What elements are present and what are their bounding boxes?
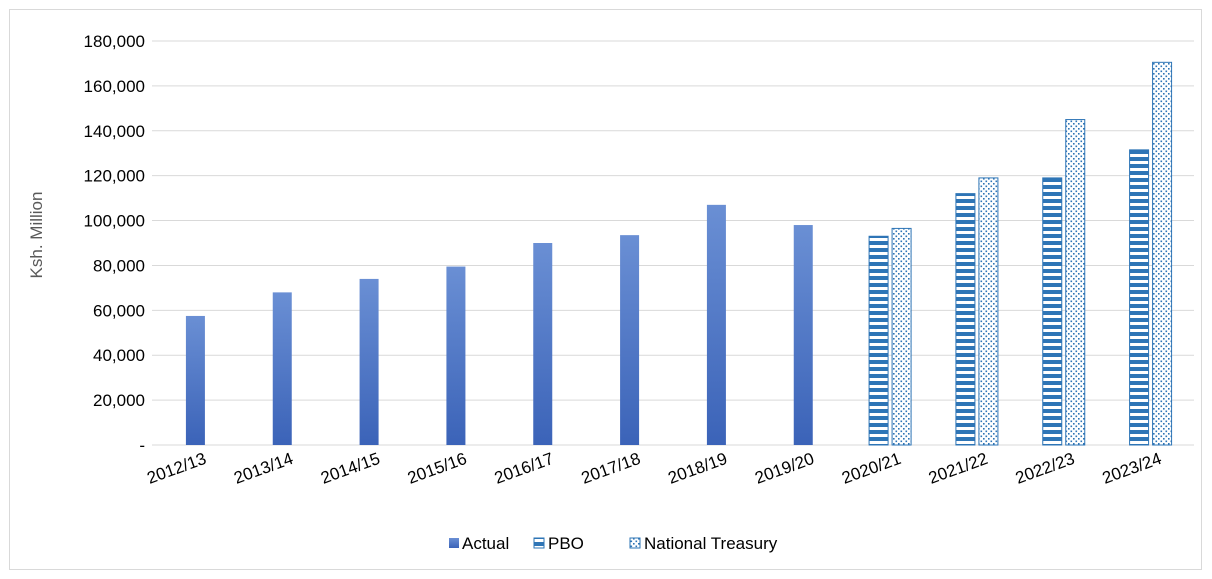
- y-tick-label: 20,000: [93, 391, 145, 410]
- bar-national-treasury: [978, 177, 999, 446]
- bar-chart: - 20,000 40,000 60,000 80,000 100,000 120,000 1…: [27, 32, 1194, 553]
- legend-swatch-national-treasury: [629, 537, 641, 549]
- bar-actual: [185, 315, 205, 445]
- x-tick-label: 2017/18: [579, 449, 643, 488]
- legend-label: National Treasury: [644, 534, 778, 553]
- bar-actual: [706, 204, 726, 445]
- x-tick-label: 2015/16: [405, 449, 469, 488]
- y-tick-label: 120,000: [84, 167, 145, 186]
- x-tick-label: 2021/22: [926, 449, 990, 488]
- bar-actual: [620, 235, 640, 445]
- bar-actual: [272, 292, 292, 445]
- x-tick-label: 2020/21: [839, 449, 903, 488]
- chart-frame: - 20,000 40,000 60,000 80,000 100,000 120,000 1…: [9, 9, 1202, 570]
- legend-swatch-pbo: [533, 537, 545, 549]
- x-tick-label: 2013/14: [231, 449, 295, 488]
- x-tick-label: 2014/15: [318, 449, 382, 488]
- x-tick-label: 2022/23: [1013, 449, 1077, 488]
- legend-label: PBO: [548, 534, 584, 553]
- bar-actual: [446, 266, 466, 445]
- bar-pbo: [1129, 149, 1150, 446]
- bar-pbo: [1042, 177, 1063, 446]
- bar-national-treasury: [1152, 61, 1173, 446]
- bar-actual: [533, 243, 553, 445]
- y-tick-label: 40,000: [93, 346, 145, 365]
- x-tick-label: 2012/13: [145, 449, 209, 488]
- bar-pbo: [955, 193, 976, 446]
- legend-swatch-actual: [449, 538, 459, 548]
- y-tick-label: 80,000: [93, 256, 145, 275]
- bar-actual: [359, 278, 379, 445]
- x-tick-label: 2023/24: [1100, 449, 1164, 488]
- x-tick-label: 2016/17: [492, 449, 556, 488]
- x-tick-label: 2019/20: [752, 449, 816, 488]
- y-tick-label: 180,000: [84, 32, 145, 51]
- y-tick-label: 100,000: [84, 212, 145, 231]
- bar-actual: [793, 225, 813, 445]
- bar-national-treasury: [891, 227, 912, 446]
- x-tick-label: 2018/19: [666, 449, 730, 488]
- y-axis-label: Ksh. Million: [27, 192, 46, 279]
- legend-label: Actual: [462, 534, 509, 553]
- y-tick-label: -: [139, 436, 145, 455]
- y-tick-label: 160,000: [84, 77, 145, 96]
- y-tick-label: 140,000: [84, 122, 145, 141]
- bar-national-treasury: [1065, 119, 1086, 446]
- bar-pbo: [868, 235, 889, 446]
- y-tick-label: 60,000: [93, 301, 145, 320]
